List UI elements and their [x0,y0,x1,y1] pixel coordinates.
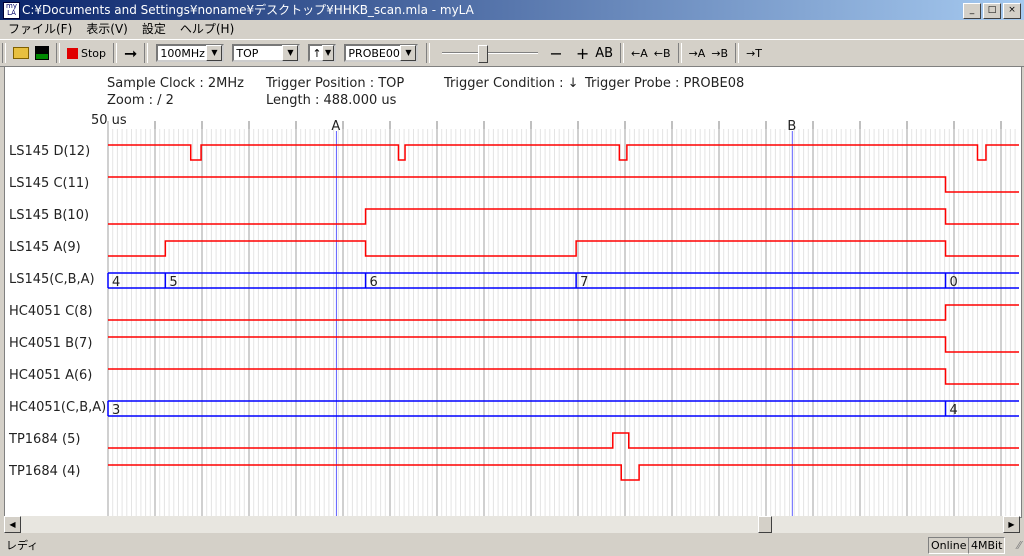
scale-label: 50 us [91,113,127,128]
scroll-left-button[interactable]: ◀ [4,516,21,533]
signal-trace [108,176,1019,193]
zoom-out-button[interactable]: − [549,43,563,63]
move-b-left-button[interactable]: ←B [653,46,671,60]
zoom-slider-thumb[interactable] [477,45,488,63]
bus-value: 0 [950,275,958,290]
stop-icon [67,47,78,59]
signal-label[interactable]: LS145 D(12) [9,144,91,159]
app-icon: my LA [3,2,20,19]
folder-open-icon [13,47,29,59]
edge-value: ↑ [312,46,322,60]
zoom-in-button[interactable]: + [575,43,590,63]
zoom-info: Zoom : / 2 [107,93,174,108]
signal-label[interactable]: LS145 B(10) [9,208,90,223]
menu-bar: ファイル(F) 表示(V) 設定 ヘルプ(H) [0,20,234,38]
window-title: C:¥Documents and Settings¥noname¥デスクトップ¥… [22,3,474,17]
save-button[interactable] [35,46,49,60]
signal-trace [108,336,1019,353]
chevron-down-icon: ▼ [400,45,417,61]
position-value: TOP [236,46,259,60]
bus-value: 6 [370,275,378,290]
open-button[interactable] [13,47,29,59]
clock-value: 100MHz [160,46,205,60]
sample-clock: Sample Clock : 2MHz [107,76,244,91]
scroll-thumb[interactable] [758,516,773,533]
signal-trace [108,464,1019,481]
move-b-right-button[interactable]: →B [711,46,729,60]
signal-trace [108,240,1019,257]
stop-label: Stop [81,46,107,60]
bus-value: 5 [169,275,177,290]
maximize-button[interactable]: □ [983,3,1001,19]
online-indicator: Online [928,537,970,554]
zoom-slider[interactable] [442,43,539,63]
chevron-down-icon: ▼ [321,45,335,61]
menu-help[interactable]: ヘルプ(H) [179,22,235,36]
waveform-canvas: A B 4 5 6 7 0 3 4 [107,119,1019,517]
cursor-b-label: B [787,119,796,134]
trigger-probe: Trigger Probe : PROBE08 [585,76,745,91]
cursor-a-label: A [331,119,340,134]
move-a-right-button[interactable]: →A [688,46,706,60]
signal-label[interactable]: LS145(C,B,A) [9,272,95,287]
move-a-left-button[interactable]: ←A [631,46,648,60]
bus-value: 4 [950,403,958,418]
signal-trace [108,208,1019,225]
toolbar: Stop ➞ 100MHz ▼ TOP ▼ ↑ ▼ PROBE00 ▼ − + AB ←… [0,39,1024,67]
arrow-right-icon: ➞ [124,43,138,63]
title-bar: my LA C:¥Documents and Settings¥noname¥デス… [0,0,1024,20]
trigger-condition: Trigger Condition : ↓ [444,76,579,91]
bus-value: 7 [580,275,588,290]
resize-grip-icon: ⁄⁄ [1017,539,1021,552]
minimize-button[interactable]: _ [963,3,981,19]
signal-label[interactable]: TP1684 (4) [9,464,81,479]
signal-trace [108,432,1019,449]
menu-view[interactable]: 表示(V) [86,22,128,36]
signal-label[interactable]: TP1684 (5) [9,432,81,447]
signal-trace [108,144,1019,161]
trigger-edge-select[interactable]: ↑ ▼ [308,44,337,62]
probe-value: PROBE00 [348,46,400,60]
trigger-position-select[interactable]: TOP ▼ [232,44,301,62]
menu-file[interactable]: ファイル(F) [8,22,73,36]
trigger-position: Trigger Position : TOP [266,76,405,91]
clock-select[interactable]: 100MHz ▼ [156,44,225,62]
scroll-right-button[interactable]: ▶ [1003,516,1020,533]
chevron-down-icon: ▼ [282,45,299,61]
signal-label[interactable]: HC4051 C(8) [9,304,93,319]
goto-trigger-button[interactable]: →T [746,46,763,60]
run-arrow-button[interactable]: ➞ [124,44,137,63]
signal-label[interactable]: HC4051 A(6) [9,368,93,383]
signal-label[interactable]: LS145 C(11) [9,176,90,191]
stop-button[interactable]: Stop [67,47,106,60]
signal-trace [108,368,1019,385]
signal-label[interactable]: HC4051 B(7) [9,336,93,351]
signal-label[interactable]: HC4051(C,B,A) [9,400,107,415]
status-text: レディ [6,539,39,552]
signal-label[interactable]: LS145 A(9) [9,240,81,255]
signal-trace [108,304,1019,321]
bus-value: 3 [112,403,120,418]
close-button[interactable]: × [1003,3,1021,19]
trigger-probe-select[interactable]: PROBE00 ▼ [344,44,419,62]
menu-settings[interactable]: 設定 [141,22,166,36]
waveform-view[interactable]: Sample Clock : 2MHz Zoom : / 2 Trigger P… [4,66,1022,518]
length-info: Length : 488.000 us [266,93,397,108]
ab-button[interactable]: AB [595,45,614,61]
floppy-icon [35,46,49,60]
horizontal-scrollbar[interactable]: ◀ ▶ [4,516,1020,533]
chevron-down-icon: ▼ [206,45,223,61]
memory-indicator: 4MBit [968,537,1006,554]
status-bar: レディ Online 4MBit ⁄⁄ [0,535,1024,556]
bus-value: 4 [112,275,120,290]
